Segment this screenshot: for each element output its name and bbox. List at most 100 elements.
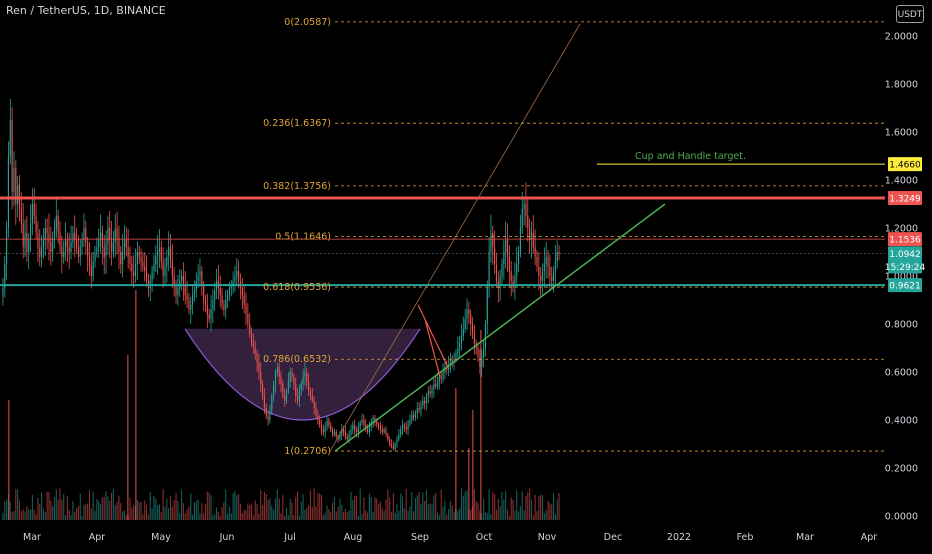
volume-bar	[529, 488, 531, 520]
volume-bar	[195, 501, 197, 520]
candle-body	[464, 319, 466, 329]
candle-body	[230, 285, 232, 288]
volume-bar	[538, 496, 540, 520]
candle-body	[295, 384, 297, 396]
price-badge	[888, 232, 922, 247]
volume-bar	[359, 488, 361, 520]
candle-body	[53, 228, 56, 238]
candle-body	[490, 232, 492, 252]
volume-bar	[59, 488, 61, 520]
volume-bar	[440, 489, 442, 520]
candle-body	[133, 271, 135, 276]
price-badge	[888, 278, 922, 293]
candle-body	[114, 228, 116, 243]
candle-body	[361, 420, 363, 423]
volume-bar	[414, 498, 417, 520]
volume-bar	[401, 496, 404, 520]
candle-body	[166, 256, 168, 267]
candle-body	[15, 168, 17, 204]
candle-body	[508, 256, 510, 272]
candle-body	[530, 232, 533, 240]
volume-bar	[549, 502, 551, 520]
volume-bar	[263, 491, 265, 520]
volume-bar	[221, 506, 223, 520]
candle-body	[227, 295, 229, 300]
volume-bar	[494, 493, 496, 520]
candle-body	[134, 264, 137, 276]
candle-body	[63, 252, 65, 257]
candle-body	[387, 434, 389, 440]
candle-body	[352, 424, 354, 430]
candle-body	[339, 434, 341, 440]
volume-bar	[413, 511, 415, 520]
candle-body	[59, 232, 61, 248]
target-annotation: Cup and Handle target.	[635, 151, 746, 162]
candle-body	[85, 228, 87, 243]
volume-bar	[475, 500, 477, 520]
volume-bar	[381, 507, 383, 520]
volume-bar	[470, 509, 472, 520]
candle-body	[221, 295, 223, 305]
volume-bar	[304, 509, 306, 520]
candle-body	[418, 408, 420, 411]
candle-body	[462, 328, 464, 336]
candle-body	[552, 271, 555, 281]
symbol-title[interactable]: Ren / TetherUS, 1D, BINANCE	[6, 4, 166, 17]
volume-bar	[225, 489, 227, 520]
volume-bar	[322, 514, 324, 520]
candle-body	[33, 204, 35, 216]
candle-body	[473, 333, 475, 344]
volume-bar	[390, 511, 393, 520]
volume-bar	[133, 504, 135, 520]
candle-body	[527, 216, 529, 228]
candle-body	[142, 261, 144, 267]
volume-bar	[552, 493, 555, 520]
time-tick-label: May	[151, 532, 171, 543]
candle-body	[162, 261, 164, 276]
volume-bar	[232, 493, 234, 520]
volume-bar	[70, 514, 72, 520]
volume-bar	[320, 495, 323, 520]
candle-body	[256, 352, 258, 363]
volume-bar	[462, 496, 464, 520]
volume-bar	[118, 495, 120, 520]
volume-bar	[210, 494, 212, 520]
candle-body	[311, 396, 313, 401]
candle-body	[252, 343, 254, 348]
candle-body	[164, 266, 166, 276]
time-tick-label: Feb	[737, 532, 754, 543]
volume-bar	[157, 505, 159, 520]
candle-body	[429, 391, 431, 394]
candle-body	[459, 343, 461, 348]
candle-body	[107, 228, 109, 243]
volume-bar	[214, 514, 216, 520]
candle-body	[381, 429, 383, 432]
volume-bar	[158, 504, 161, 520]
volume-bar	[116, 501, 118, 520]
candle-body	[171, 261, 173, 276]
volume-bar	[274, 498, 277, 520]
volume-bar	[379, 501, 382, 520]
volume-bar	[96, 499, 98, 520]
candle-body	[11, 120, 13, 192]
candle-body	[549, 266, 551, 276]
candle-body	[449, 360, 451, 365]
candle-body	[122, 252, 124, 264]
volume-bar	[503, 499, 505, 520]
volume-bar	[308, 505, 310, 520]
volume-bar	[177, 501, 179, 520]
volume-bar	[262, 505, 264, 520]
volume-bar	[258, 513, 260, 520]
volume-bar	[392, 492, 394, 520]
volume-bar	[551, 504, 553, 520]
volume-bar	[289, 498, 291, 520]
volume-bar	[460, 488, 463, 520]
candle-body	[379, 427, 382, 430]
currency-button[interactable]: USDT	[896, 5, 924, 23]
volume-bar	[411, 491, 413, 520]
volume-bar	[444, 500, 446, 520]
volume-bar	[383, 510, 385, 520]
candle-body	[411, 415, 413, 420]
price-tick-label: 0.0000	[885, 512, 918, 523]
